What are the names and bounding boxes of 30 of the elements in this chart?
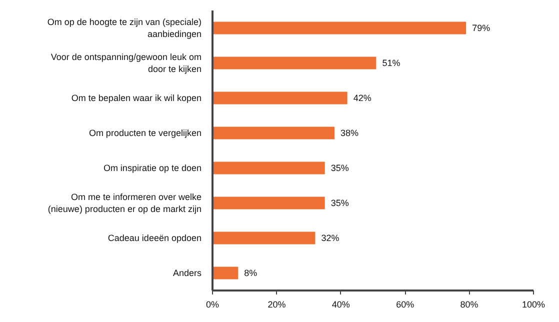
y-tick-label: Om op de hoogte te zijn van (speciale) aanbiedingen [47, 17, 202, 39]
x-tick-label: 0% [206, 300, 220, 310]
x-tick-label: 60% [396, 300, 414, 310]
y-tick-label: Om me te informeren over welke (nieuwe) producten er op de markt zijn [48, 192, 202, 214]
y-tick-label: Om te bepalen waar ik wil kopen [71, 93, 202, 103]
bar [212, 22, 466, 34]
y-tick-label: Om inspiratie op te doen [103, 163, 202, 173]
y-tick-label: Cadeau ideeën opdoen [108, 233, 202, 243]
y-tick-label: Om producten te vergelijken [88, 128, 202, 138]
data-label: 79% [472, 23, 490, 33]
data-label: 35% [330, 198, 349, 208]
data-label: 35% [330, 163, 349, 173]
x-tick-label: 20% [268, 300, 286, 310]
data-label: 51% [382, 58, 400, 68]
data-label: 8% [244, 268, 258, 278]
bar [212, 266, 238, 280]
bar [212, 196, 325, 210]
x-tick-label: 80% [460, 300, 478, 310]
bar [212, 56, 376, 70]
bar [212, 232, 316, 244]
x-tick-label: 100% [522, 300, 546, 310]
data-label: 32% [321, 233, 340, 243]
bar [212, 162, 325, 174]
bar [212, 126, 334, 140]
bar [212, 92, 348, 104]
y-tick-label: Voor de ontspanning/gewoon leuk om door te kijken [50, 52, 202, 74]
data-label: 38% [340, 128, 358, 138]
x-tick-label: 40% [332, 300, 350, 310]
y-tick-label: Anders [172, 268, 202, 278]
data-label: 42% [353, 93, 372, 103]
